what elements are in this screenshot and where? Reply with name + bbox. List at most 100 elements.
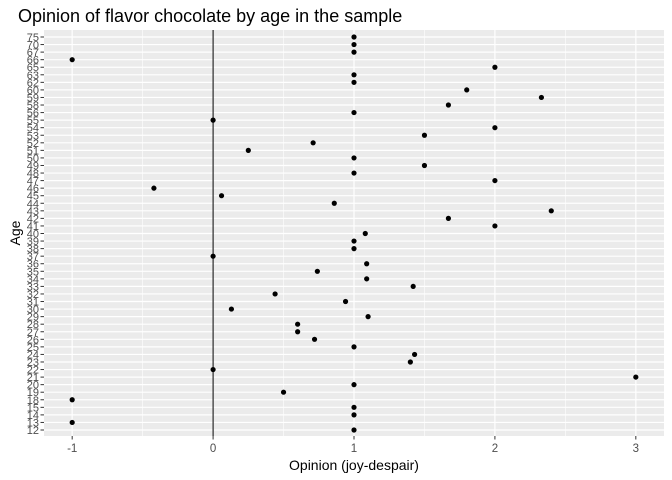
y-tick-label: 45	[27, 191, 39, 203]
y-tick-label: 22	[27, 365, 39, 377]
y-tick-label: 27	[27, 327, 39, 339]
y-tick-label: 59	[27, 92, 39, 104]
data-point	[633, 374, 639, 380]
y-tick-label: 70	[27, 40, 39, 52]
y-tick-label: 12	[27, 425, 39, 437]
x-tick-label: 1	[351, 443, 357, 455]
y-tick-label: 54	[27, 123, 39, 135]
data-point	[351, 427, 357, 433]
data-point	[351, 238, 357, 244]
y-tick-label: 32	[27, 289, 39, 301]
y-tick-label: 56	[27, 108, 39, 120]
y-tick-label: 44	[27, 198, 39, 210]
data-point	[280, 389, 287, 395]
y-tick-label: 15	[27, 402, 39, 414]
x-tick-label: 2	[492, 443, 498, 455]
y-tick-label: 18	[27, 395, 39, 407]
y-axis-ticks: 1213141518192021222324252627282930313233…	[27, 32, 44, 437]
data-point	[310, 140, 316, 146]
y-tick-label: 35	[27, 266, 39, 278]
y-tick-label: 24	[27, 349, 39, 361]
x-axis-ticks: -1 0 1 2 3	[67, 436, 639, 455]
data-point	[351, 34, 357, 40]
data-point	[351, 382, 357, 388]
data-points	[69, 34, 639, 433]
y-tick-label: 49	[27, 160, 39, 172]
data-point	[69, 397, 75, 403]
data-point	[351, 246, 357, 252]
data-point	[245, 147, 251, 153]
y-tick-label: 67	[27, 47, 39, 59]
data-point	[351, 344, 357, 350]
y-tick-label: 63	[27, 70, 39, 82]
x-tick-label: 3	[633, 443, 639, 455]
x-tick-label: -1	[67, 443, 77, 455]
data-point	[538, 94, 545, 101]
y-tick-label: 26	[27, 334, 39, 346]
data-point	[548, 208, 554, 214]
data-point	[351, 41, 357, 48]
y-axis-title: Age	[7, 220, 23, 245]
data-point	[331, 200, 337, 206]
data-point	[69, 57, 75, 63]
y-tick-label: 47	[27, 176, 39, 188]
y-tick-label: 33	[27, 281, 39, 293]
data-point	[69, 419, 75, 426]
data-point	[210, 366, 216, 373]
data-point	[445, 215, 452, 221]
data-point	[492, 64, 498, 70]
y-tick-label: 52	[27, 138, 39, 150]
data-point	[295, 321, 301, 327]
y-tick-label: 60	[27, 85, 39, 97]
y-tick-label: 23	[27, 357, 39, 369]
data-point	[151, 185, 157, 191]
data-point	[421, 132, 428, 138]
data-point	[311, 336, 318, 342]
y-tick-label: 29	[27, 312, 39, 324]
y-tick-label: 40	[27, 229, 39, 241]
data-point	[364, 261, 370, 267]
y-tick-label: 65	[27, 62, 39, 74]
data-point	[342, 298, 349, 305]
data-point	[364, 276, 370, 282]
data-point	[411, 351, 418, 358]
y-tick-label: 39	[27, 236, 39, 248]
y-tick-label: 21	[27, 372, 39, 384]
data-point	[351, 404, 357, 410]
data-point	[351, 170, 357, 176]
y-tick-label: 14	[27, 410, 39, 422]
data-point	[351, 412, 357, 418]
data-point	[351, 109, 357, 116]
data-point	[492, 125, 498, 131]
x-tick-label: 0	[210, 443, 216, 455]
data-point	[445, 102, 452, 108]
y-tick-label: 34	[27, 274, 39, 286]
data-point	[218, 193, 225, 199]
y-tick-label: 36	[27, 259, 39, 271]
y-tick-label: 75	[27, 32, 39, 44]
y-tick-label: 51	[27, 145, 39, 157]
data-point	[464, 87, 470, 93]
y-tick-label: 62	[27, 77, 39, 89]
chart-title: Opinion of flavor chocolate by age in th…	[18, 6, 402, 26]
data-point	[362, 230, 368, 237]
data-point	[407, 359, 413, 365]
data-point	[272, 291, 278, 297]
y-tick-label: 41	[27, 221, 39, 233]
data-point	[365, 314, 371, 320]
data-point	[210, 253, 216, 259]
x-axis-title: Opinion (joy-despair)	[289, 457, 419, 473]
y-tick-label: 48	[27, 168, 39, 180]
y-tick-label: 13	[27, 417, 39, 429]
data-point	[314, 268, 320, 274]
y-tick-label: 42	[27, 213, 39, 225]
y-tick-label: 66	[27, 55, 39, 67]
y-tick-label: 38	[27, 244, 39, 256]
data-point	[295, 329, 301, 335]
y-tick-label: 20	[27, 380, 39, 392]
data-point	[228, 306, 235, 312]
y-tick-label: 25	[27, 342, 39, 354]
data-point	[410, 283, 416, 290]
y-tick-label: 31	[27, 297, 39, 309]
